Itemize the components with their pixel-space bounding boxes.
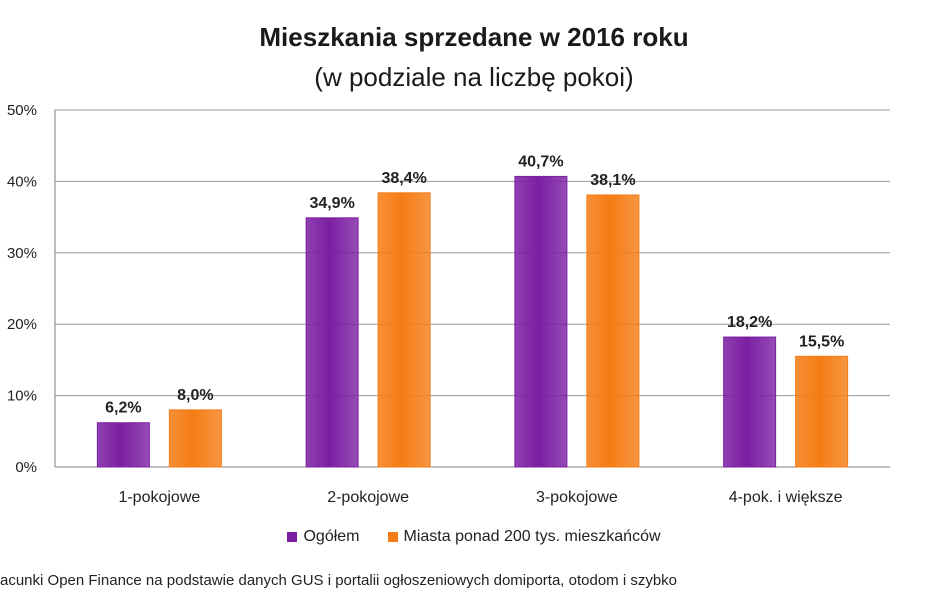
bar-ogolem xyxy=(723,336,777,468)
y-tick-label: 20% xyxy=(7,316,37,333)
data-label: 8,0% xyxy=(177,387,213,404)
chart-title: Mieszkania sprzedane w 2016 roku xyxy=(259,22,689,52)
legend-swatch-miasta xyxy=(387,532,398,542)
y-tick-label: 40% xyxy=(7,173,37,190)
data-label: 40,7% xyxy=(518,153,563,170)
x-category-label: 3-pokojowe xyxy=(536,489,618,506)
bar-ogolem xyxy=(305,217,359,468)
bar-miasta xyxy=(795,355,849,468)
chart-legend: Ogółem Miasta ponad 200 tys. mieszkańców xyxy=(0,528,948,546)
data-label: 6,2% xyxy=(105,400,141,417)
x-category-label: 4-pok. i większe xyxy=(729,489,843,506)
bar-miasta xyxy=(586,194,640,468)
data-label: 18,2% xyxy=(727,314,772,331)
legend-label-miasta: Miasta ponad 200 tys. mieszkańców xyxy=(403,528,661,545)
y-tick-label: 0% xyxy=(15,459,37,476)
y-tick-label: 30% xyxy=(7,245,37,262)
legend-item-ogolem: Ogółem xyxy=(287,528,360,546)
data-label: 15,5% xyxy=(799,333,844,350)
bar-miasta xyxy=(377,192,431,468)
data-label: 34,9% xyxy=(309,195,354,212)
chart-subtitle: (w podziale na liczbę pokoi) xyxy=(314,62,634,92)
legend-swatch-ogolem xyxy=(287,532,298,542)
source-note: acunki Open Finance na podstawie danych … xyxy=(0,572,678,589)
x-category-label: 2-pokojowe xyxy=(327,489,409,506)
legend-item-miasta: Miasta ponad 200 tys. mieszkańców xyxy=(387,528,661,546)
y-tick-label: 50% xyxy=(7,102,37,119)
x-category-label: 1-pokojowe xyxy=(118,489,200,506)
data-label: 38,4% xyxy=(381,170,426,187)
data-label: 38,1% xyxy=(590,172,635,189)
bar-miasta xyxy=(168,409,222,468)
y-tick-label: 10% xyxy=(7,388,37,405)
bar-ogolem xyxy=(514,175,568,468)
legend-label-ogolem: Ogółem xyxy=(303,528,360,545)
bar-ogolem xyxy=(96,422,150,468)
